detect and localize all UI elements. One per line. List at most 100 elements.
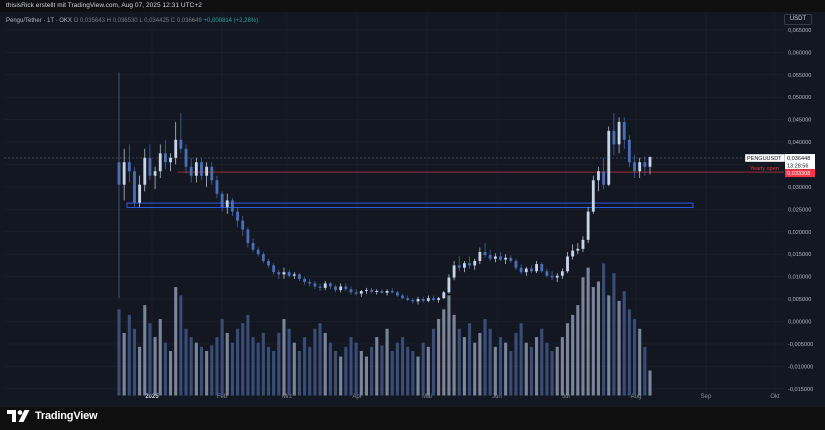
volume-bar [138,346,142,396]
candle-body [153,171,157,176]
y-tick-label: 0,030000 [788,185,811,191]
volume-bar [643,346,647,396]
volume-bar [519,323,523,396]
candle-body [638,162,642,172]
volume-bar [390,351,394,396]
countdown-box [785,162,815,170]
volume-bar [339,356,343,396]
volume-bar [400,337,405,396]
candle-body [421,299,425,301]
candle-body [586,211,590,240]
volume-bar [648,370,652,396]
volume-bar [638,328,642,396]
candle-body [138,184,142,203]
volume-bar [127,314,131,396]
volume-bar [565,323,570,396]
candle-body [220,193,224,208]
volume-bar [184,328,188,396]
candle-body [514,260,518,268]
volume-bar [576,305,580,396]
candle-body [602,171,606,185]
volume-bar [545,342,549,396]
candle-body [143,157,147,185]
volume-bar [210,345,214,396]
volume-bar [478,332,482,396]
volume-bar [163,342,167,396]
price-chart[interactable]: 0,065000 0,060000 0,055000 0,050000 0,045000… [0,12,825,407]
x-tick-label: Apr [352,394,361,400]
volume-bar [529,346,533,396]
volume-bar [287,328,291,396]
candle-body [380,291,384,293]
candle-body [298,274,301,279]
volume-bar [493,346,497,396]
symbol-legend[interactable]: Pengu/Tether · 1T · OKX O 0,035643 H 0,0… [6,18,258,24]
y-tick-label: 0,005000 [788,297,811,303]
candle-body [292,274,296,276]
candle-body [158,153,162,172]
candle-body [194,162,198,176]
tradingview-logo[interactable]: TradingView [7,410,98,422]
volume-bar [483,319,487,396]
candle-body [370,290,374,292]
candle-body [483,251,487,256]
volume-bar [385,328,389,396]
yearly-open-value: 0,033308 [787,171,810,177]
candle-body [648,157,652,167]
candle-body [395,292,399,296]
volume-bar [591,287,595,396]
candle-body [277,272,281,275]
volume-bar [581,277,585,396]
volume-bar [308,346,312,396]
candle-body [349,289,353,293]
volume-bar [586,267,590,396]
volume-bar [277,332,281,396]
candle-body [375,291,379,292]
tradingview-brand: TradingView [35,410,98,422]
volume-bar [256,342,260,396]
y-tick-label: 0,055000 [788,73,811,79]
volume-bar [344,346,348,396]
y-tick-label: 0,045000 [788,118,811,124]
volume-bar [297,351,301,396]
candle-body [117,162,121,185]
volume-bar [132,328,137,396]
candle-body [607,130,611,185]
candle-body [323,283,327,288]
candle-body [509,257,513,261]
volume-bar [524,342,528,396]
x-tick-label: 2025 [145,394,159,400]
candle-body [287,272,291,276]
volume-bar [303,337,307,396]
volume-bar [442,309,446,396]
candle-body [627,139,631,163]
volume-bar [473,342,477,396]
volume-bar [550,351,554,396]
candle-body [359,291,363,294]
volume-bar [225,332,229,396]
volume-bar [349,337,353,396]
candle-body [622,121,626,140]
y-tick-label: 0,050000 [788,95,811,101]
volume-bar [452,314,456,396]
candle-body [535,264,539,272]
volume-bar [571,314,575,396]
volume-bar [333,351,338,396]
candle-body [313,283,317,287]
candle-body [385,291,389,293]
volume-bar [468,323,472,396]
volume-bar [230,342,234,396]
candle-body [230,200,234,212]
y-tick-label: 0,020000 [788,230,811,236]
volume-bar [596,281,600,396]
candle-body [493,256,497,259]
support-zone[interactable] [126,202,694,209]
y-tick-label: -0,010000 [788,364,813,370]
x-tick-label: Aug [631,394,642,400]
candle-body [406,298,410,300]
candle-body [344,286,348,290]
volume-bar [174,287,178,396]
currency-button[interactable]: USDT [784,14,812,25]
volume-bar [199,346,204,396]
volume-bar [158,319,162,396]
